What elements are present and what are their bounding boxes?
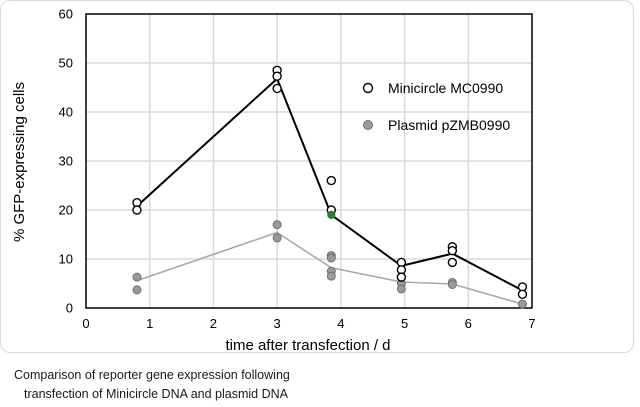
x-tick-label: 0 — [82, 316, 89, 331]
minicircle-point — [326, 175, 336, 186]
axes: 0 1 2 3 4 5 6 7 0 10 20 30 40 50 60 — [59, 7, 536, 332]
plasmid-point — [272, 233, 282, 243]
minicircle-point — [272, 71, 282, 81]
series-line-minicircle — [136, 76, 523, 292]
gfp-expression-chart: 0 1 2 3 4 5 6 7 0 10 20 30 40 50 60 Minicircle MC0990 P… — [11, 7, 536, 354]
y-tick-label: 20 — [59, 203, 73, 218]
legend-label-minicircle: Minicircle MC0990 — [388, 80, 503, 96]
legend-marker-plasmid — [363, 120, 373, 130]
series-lines — [136, 76, 523, 305]
minicircle-point — [447, 257, 458, 268]
y-tick-label: 60 — [59, 7, 73, 22]
data-points — [132, 65, 528, 309]
plasmid-point — [447, 279, 457, 289]
legend: Minicircle MC0990 Plasmid pZMB0990 — [362, 80, 510, 133]
plasmid-point — [396, 284, 406, 294]
caption-line-2: transfection of Minicircle DNA and plasm… — [24, 387, 288, 401]
x-tick-label: 4 — [337, 316, 344, 331]
x-axis-label: time after transfection / d — [225, 337, 390, 353]
minicircle-point — [132, 205, 142, 215]
y-axis-label: % GFP-expressing cells — [11, 82, 28, 242]
x-tick-label: 2 — [210, 316, 217, 331]
minicircle-point — [447, 245, 458, 256]
plasmid-point — [132, 272, 142, 282]
x-tick-label: 6 — [465, 316, 472, 331]
plasmid-point — [326, 271, 336, 281]
plasmid-point — [272, 220, 282, 230]
y-tick-label: 10 — [59, 252, 73, 267]
x-tick-label: 5 — [401, 316, 408, 331]
x-tick-label: 3 — [274, 316, 281, 331]
x-tick-label: 1 — [146, 316, 153, 331]
y-tick-label: 40 — [59, 105, 73, 120]
legend-marker-minicircle — [362, 82, 374, 94]
y-tick-label: 0 — [66, 301, 73, 316]
minicircle-point — [517, 289, 528, 299]
plasmid-point — [326, 253, 336, 263]
y-tick-label: 50 — [59, 56, 73, 71]
minicircle-point — [396, 272, 407, 282]
plasmid-point — [517, 299, 527, 309]
figure-caption: Comparison of reporter gene expression f… — [14, 366, 434, 404]
plot-frame — [85, 13, 533, 309]
highlight-point — [327, 210, 336, 219]
x-tick-label: 7 — [528, 316, 535, 331]
legend-label-plasmid: Plasmid pZMB0990 — [388, 117, 510, 133]
minicircle-point — [272, 83, 282, 94]
y-tick-label: 30 — [59, 154, 73, 169]
caption-line-1: Comparison of reporter gene expression f… — [14, 368, 290, 382]
series-line-plasmid — [136, 231, 523, 305]
plasmid-point — [132, 285, 142, 295]
